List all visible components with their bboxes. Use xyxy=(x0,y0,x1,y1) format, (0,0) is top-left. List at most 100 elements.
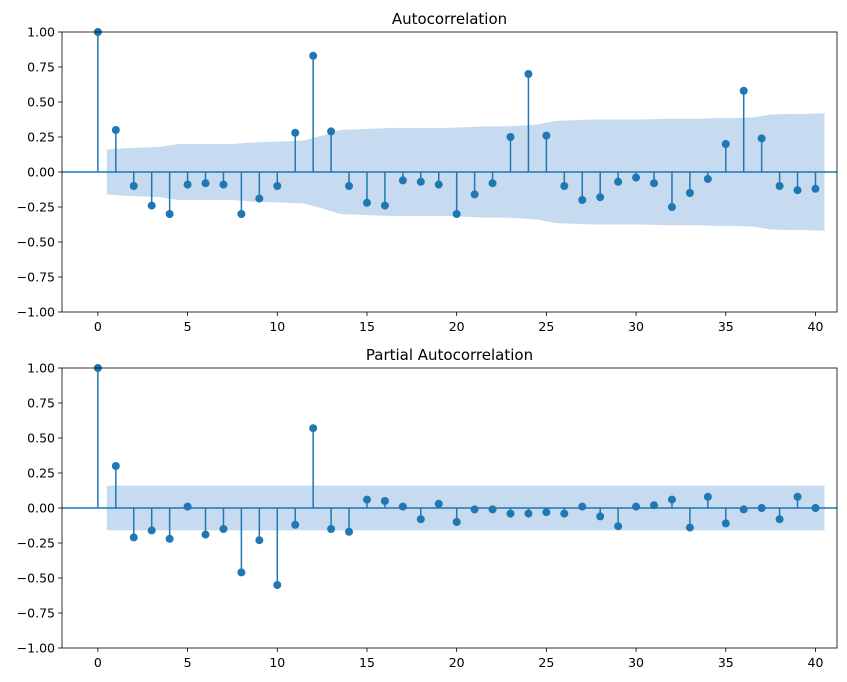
acf-y-tick-label: 0.00 xyxy=(27,165,55,180)
pacf-y-tick-label: 0.75 xyxy=(27,396,55,411)
acf-stem-marker xyxy=(703,175,712,183)
pacf-stem-marker xyxy=(416,515,425,524)
pacf-stem-marker xyxy=(111,462,120,470)
pacf-y-tick-label: −0.25 xyxy=(17,536,55,551)
pacf-stem-marker xyxy=(147,526,156,535)
pacf-y-axis: −1.00 −0.75 −0.50 −0.25 0.00 0.25 0.50 0… xyxy=(17,361,55,656)
acf-x-tick-label: 25 xyxy=(538,319,554,334)
acf-stem-marker xyxy=(147,201,156,210)
pacf-stem-marker xyxy=(309,424,318,433)
pacf-title: Partial Autocorrelation xyxy=(366,346,533,364)
acf-y-tick-label: −0.75 xyxy=(17,270,55,285)
acf-stem-marker xyxy=(183,180,192,189)
acf-stem-marker xyxy=(793,186,802,195)
acf-stem-marker xyxy=(614,177,623,186)
pacf-x-tick-label: 30 xyxy=(628,655,644,670)
pacf-y-tick-label: 0.00 xyxy=(27,501,55,516)
acf-panel: Autocorrelation −1.00 −0.75 −0.50 −0.25 … xyxy=(17,10,838,334)
acf-stem-marker xyxy=(237,210,246,218)
pacf-stem-marker xyxy=(219,525,228,533)
pacf-stems-layer xyxy=(62,364,837,589)
pacf-axes-layer xyxy=(58,367,838,652)
pacf-panel: Partial Autocorrelation −1.00 −0.75 −0.5… xyxy=(17,346,838,670)
pacf-y-tick-label: 0.50 xyxy=(27,431,55,446)
pacf-stem-marker xyxy=(362,495,371,504)
acf-stem-marker xyxy=(345,182,354,190)
acf-stem-marker xyxy=(578,196,587,204)
acf-x-tick-label: 35 xyxy=(718,319,734,334)
pacf-y-tick-label: 1.00 xyxy=(27,361,55,376)
pacf-stem-marker xyxy=(488,505,497,514)
pacf-stem-marker xyxy=(560,509,569,518)
pacf-stem-marker xyxy=(237,568,246,577)
pacf-stem-marker xyxy=(596,512,605,521)
pacf-x-tick-label: 20 xyxy=(449,655,465,670)
acf-stem-marker xyxy=(309,51,318,60)
pacf-stem-marker xyxy=(650,501,659,510)
pacf-stem-marker xyxy=(578,502,587,511)
pacf-stem-marker xyxy=(775,515,784,524)
pacf-stem-marker xyxy=(685,523,694,532)
pacf-stem-marker xyxy=(614,522,623,531)
pacf-x-tick-label: 10 xyxy=(269,655,285,670)
acf-axes-layer xyxy=(58,31,838,316)
acf-y-tick-label: −1.00 xyxy=(17,305,55,320)
pacf-y-tick-label: −0.75 xyxy=(17,606,55,621)
acf-stem-marker xyxy=(757,134,766,143)
acf-stem-marker xyxy=(129,182,138,190)
pacf-y-tick-label: −1.00 xyxy=(17,641,55,656)
pacf-stem-marker xyxy=(345,527,354,536)
pacf-stem-marker xyxy=(398,502,407,511)
pacf-stem-marker xyxy=(129,533,138,542)
acf-x-tick-label: 15 xyxy=(359,319,375,334)
acf-y-tick-label: 0.50 xyxy=(27,95,55,110)
acf-stem-marker xyxy=(398,176,407,185)
pacf-stem-marker xyxy=(667,495,676,504)
pacf-stem-marker xyxy=(703,492,712,501)
acf-x-tick-label: 20 xyxy=(449,319,465,334)
acf-stem-marker xyxy=(219,180,228,189)
pacf-stem-marker xyxy=(757,504,766,512)
acf-y-axis: −1.00 −0.75 −0.50 −0.25 0.00 0.25 0.50 0… xyxy=(17,25,55,320)
acf-x-tick-label: 30 xyxy=(628,319,644,334)
acf-stem-marker xyxy=(452,210,461,218)
acf-stem-marker xyxy=(632,173,641,182)
pacf-x-tick-label: 15 xyxy=(359,655,375,670)
pacf-stem-marker xyxy=(793,492,802,501)
pacf-stem-marker xyxy=(470,505,479,514)
acf-x-tick-label: 0 xyxy=(94,319,102,334)
pacf-x-tick-label: 35 xyxy=(718,655,734,670)
pacf-stem-marker xyxy=(721,519,730,528)
pacf-stem-marker xyxy=(632,502,641,511)
acf-stem-marker xyxy=(434,180,443,189)
pacf-stem-marker xyxy=(201,530,210,539)
acf-stem-marker xyxy=(775,182,784,190)
acf-stem-marker xyxy=(506,133,515,141)
pacf-stem-marker xyxy=(273,581,282,589)
acf-title: Autocorrelation xyxy=(392,10,507,28)
acf-x-tick-label: 40 xyxy=(808,319,824,334)
acf-y-tick-label: −0.25 xyxy=(17,200,55,215)
acf-stem-marker xyxy=(291,128,300,137)
acf-y-tick-label: 1.00 xyxy=(27,25,55,40)
pacf-x-tick-label: 40 xyxy=(808,655,824,670)
acf-stem-marker xyxy=(596,193,605,202)
pacf-stem-marker xyxy=(506,509,515,518)
acf-stem-marker xyxy=(111,126,120,134)
acf-stem-marker xyxy=(201,179,210,188)
acf-stem-marker xyxy=(327,127,336,136)
pacf-stem-marker xyxy=(434,499,443,508)
pacf-stem-marker xyxy=(452,518,461,526)
pacf-x-tick-label: 5 xyxy=(184,655,192,670)
acf-stem-marker xyxy=(811,184,820,193)
pacf-stem-marker xyxy=(524,509,533,518)
acf-stem-marker xyxy=(380,201,389,210)
acf-stem-marker xyxy=(667,203,676,211)
acf-stem-marker xyxy=(488,179,497,188)
acf-stem-marker xyxy=(542,131,551,140)
pacf-x-tick-label: 0 xyxy=(94,655,102,670)
acf-x-axis: 0 5 10 15 20 25 30 35 40 xyxy=(94,319,824,334)
pacf-stem-marker xyxy=(811,504,820,512)
acf-stem-marker xyxy=(739,86,748,95)
acf-x-tick-label: 5 xyxy=(184,319,192,334)
